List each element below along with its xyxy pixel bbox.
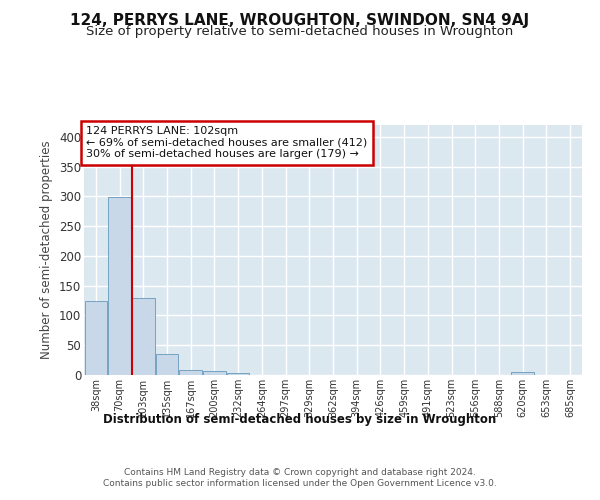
Bar: [203, 372, 226, 375]
Text: 124, PERRYS LANE, WROUGHTON, SWINDON, SN4 9AJ: 124, PERRYS LANE, WROUGHTON, SWINDON, SN…: [70, 12, 530, 28]
Text: Contains HM Land Registry data © Crown copyright and database right 2024.
Contai: Contains HM Land Registry data © Crown c…: [103, 468, 497, 487]
Bar: [179, 370, 202, 375]
Bar: [109, 197, 131, 375]
Bar: [156, 354, 178, 375]
Bar: [85, 300, 107, 375]
Bar: [511, 372, 534, 375]
Y-axis label: Number of semi-detached properties: Number of semi-detached properties: [40, 140, 53, 360]
Text: 124 PERRYS LANE: 102sqm
← 69% of semi-detached houses are smaller (412)
30% of s: 124 PERRYS LANE: 102sqm ← 69% of semi-de…: [86, 126, 368, 160]
Text: Size of property relative to semi-detached houses in Wroughton: Size of property relative to semi-detach…: [86, 25, 514, 38]
Text: Distribution of semi-detached houses by size in Wroughton: Distribution of semi-detached houses by …: [103, 412, 497, 426]
Bar: [132, 298, 155, 375]
Bar: [227, 372, 250, 375]
